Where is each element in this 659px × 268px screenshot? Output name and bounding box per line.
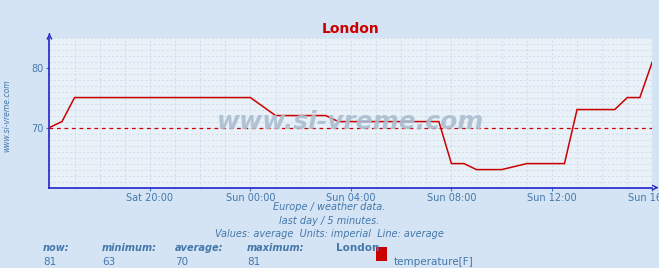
Text: 81: 81 <box>247 257 260 267</box>
Text: www.si-vreme.com: www.si-vreme.com <box>217 110 484 133</box>
Text: 81: 81 <box>43 257 56 267</box>
Text: Europe / weather data.: Europe / weather data. <box>273 202 386 212</box>
Text: London: London <box>336 243 380 252</box>
Text: Values: average  Units: imperial  Line: average: Values: average Units: imperial Line: av… <box>215 229 444 239</box>
Text: last day / 5 minutes.: last day / 5 minutes. <box>279 216 380 226</box>
Text: average:: average: <box>175 243 223 252</box>
Text: temperature[F]: temperature[F] <box>394 257 474 267</box>
Title: London: London <box>322 22 380 36</box>
Text: 70: 70 <box>175 257 188 267</box>
Text: minimum:: minimum: <box>102 243 157 252</box>
Text: www.si-vreme.com: www.si-vreme.com <box>2 79 11 151</box>
Text: 63: 63 <box>102 257 115 267</box>
Text: maximum:: maximum: <box>247 243 304 252</box>
Text: now:: now: <box>43 243 69 252</box>
